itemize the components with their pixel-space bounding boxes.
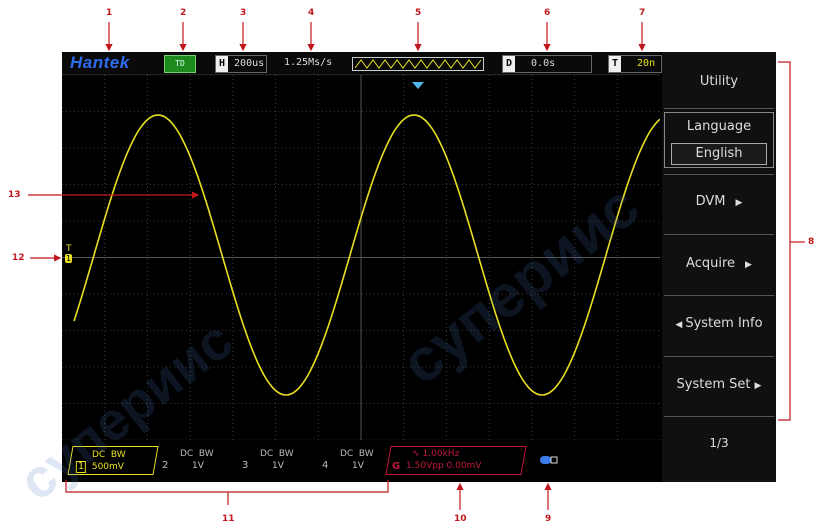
channel-coupling: DC BW [260,449,294,459]
channel-scale: 1V [352,461,364,471]
callout-number: 3 [240,8,247,18]
callout-number: 5 [415,8,422,18]
delay-value: 0.0s [531,58,556,69]
menu-title: Utility [699,74,739,89]
callout-number: 2 [180,8,187,18]
acquire-label: Acquire [686,256,736,271]
utility-menu: Utility Language English DVM ▶ Acquire ▶ ◀… [662,52,776,482]
callout-number: 8 [808,237,815,247]
menu-item-dvm[interactable]: DVM ▶ [662,194,776,209]
timebase-key: H [216,56,228,72]
trigger-position-marker [412,82,424,89]
waveform-display [62,75,660,440]
channel-number: 4 [322,460,329,471]
language-value: English [671,143,767,165]
menu-divider [664,234,774,235]
timebase-indicator[interactable]: H 200us [215,55,267,73]
language-label: Language [686,119,752,134]
channel-3-status[interactable]: 3 DC BW 1V [240,446,316,473]
menu-item-system-info[interactable]: ◀ System Info [662,316,776,331]
memory-depth-icon [352,57,484,71]
delay-key: D [503,56,515,72]
callout-number: 12 [12,253,25,263]
trigger-indicator[interactable]: T 20n [608,55,662,73]
chevron-right-icon: ▶ [754,381,762,391]
channel-coupling: DC BW [340,449,374,459]
channel-number: 2 [162,460,169,471]
menu-page-indicator[interactable]: 1/3 [709,436,729,450]
channel-scale: 1V [192,461,204,471]
top-status-bar: Hantek TD H 200us 1.25Ms/s D 0.0s T 20n [62,52,662,75]
sample-rate: 1.25Ms/s [284,57,333,68]
channel-label: 1 [65,254,73,263]
callout-number: 11 [222,514,235,524]
system-set-label: System Set [676,377,751,392]
run-state-indicator: TD [164,55,196,73]
menu-divider [664,295,774,296]
scope-screen [62,52,776,482]
timebase-value: 200us [234,58,265,69]
menu-item-language[interactable]: Language English [664,112,774,168]
callout-bracket [778,61,791,421]
dvm-label: DVM [695,194,726,209]
callout-number: 7 [639,8,646,18]
menu-divider [664,108,774,109]
chevron-right-icon: ▶ [735,198,743,208]
callout-number: 10 [454,514,467,524]
trigger-key: T [609,56,621,72]
chevron-right-icon: ▶ [745,260,752,270]
trigger-value: 20n [637,58,656,69]
callout-number: 13 [8,190,21,200]
callout-number: 1 [106,8,113,18]
menu-item-system-set[interactable]: System Set ▶ [662,377,776,392]
bottom-status-bar: 1 DC BW 500mV 2 DC BW 1V 3 DC BW 1V 4 DC… [62,444,660,476]
trigger-level-marker[interactable]: T 1 [62,244,76,274]
brand-logo: Hantek [70,53,130,72]
sine-wave-icon: ∿ [412,449,423,459]
usb-icon [540,456,558,464]
generator-frequency: ∿ 1.00kHz [412,449,459,459]
channel-number: 3 [242,460,249,471]
channel-coupling: DC BW [180,449,214,459]
menu-divider [664,356,774,357]
callout-number: 6 [544,8,551,18]
menu-divider [664,416,774,417]
menu-divider [664,174,774,175]
chevron-left-icon: ◀ [675,320,683,330]
callout-number: 4 [308,8,315,18]
menu-item-acquire[interactable]: Acquire ▶ [662,256,776,271]
signal-generator-status[interactable]: G ∿ 1.00kHz 1.50Vpp 0.00mV [385,446,527,475]
channel-scale: 1V [272,461,284,471]
generator-frequency-value: 1.00kHz [422,449,460,459]
callout-number: 9 [545,514,552,524]
trigger-label: T [66,244,72,254]
system-info-label: System Info [685,316,763,331]
waveform-trace [73,114,660,396]
generator-key: G [391,461,401,472]
delay-indicator[interactable]: D 0.0s [502,55,592,73]
channel-4-status[interactable]: 4 DC BW 1V [320,446,396,473]
generator-amplitude: 1.50Vpp 0.00mV [406,461,482,471]
channel-2-status[interactable]: 2 DC BW 1V [160,446,236,473]
